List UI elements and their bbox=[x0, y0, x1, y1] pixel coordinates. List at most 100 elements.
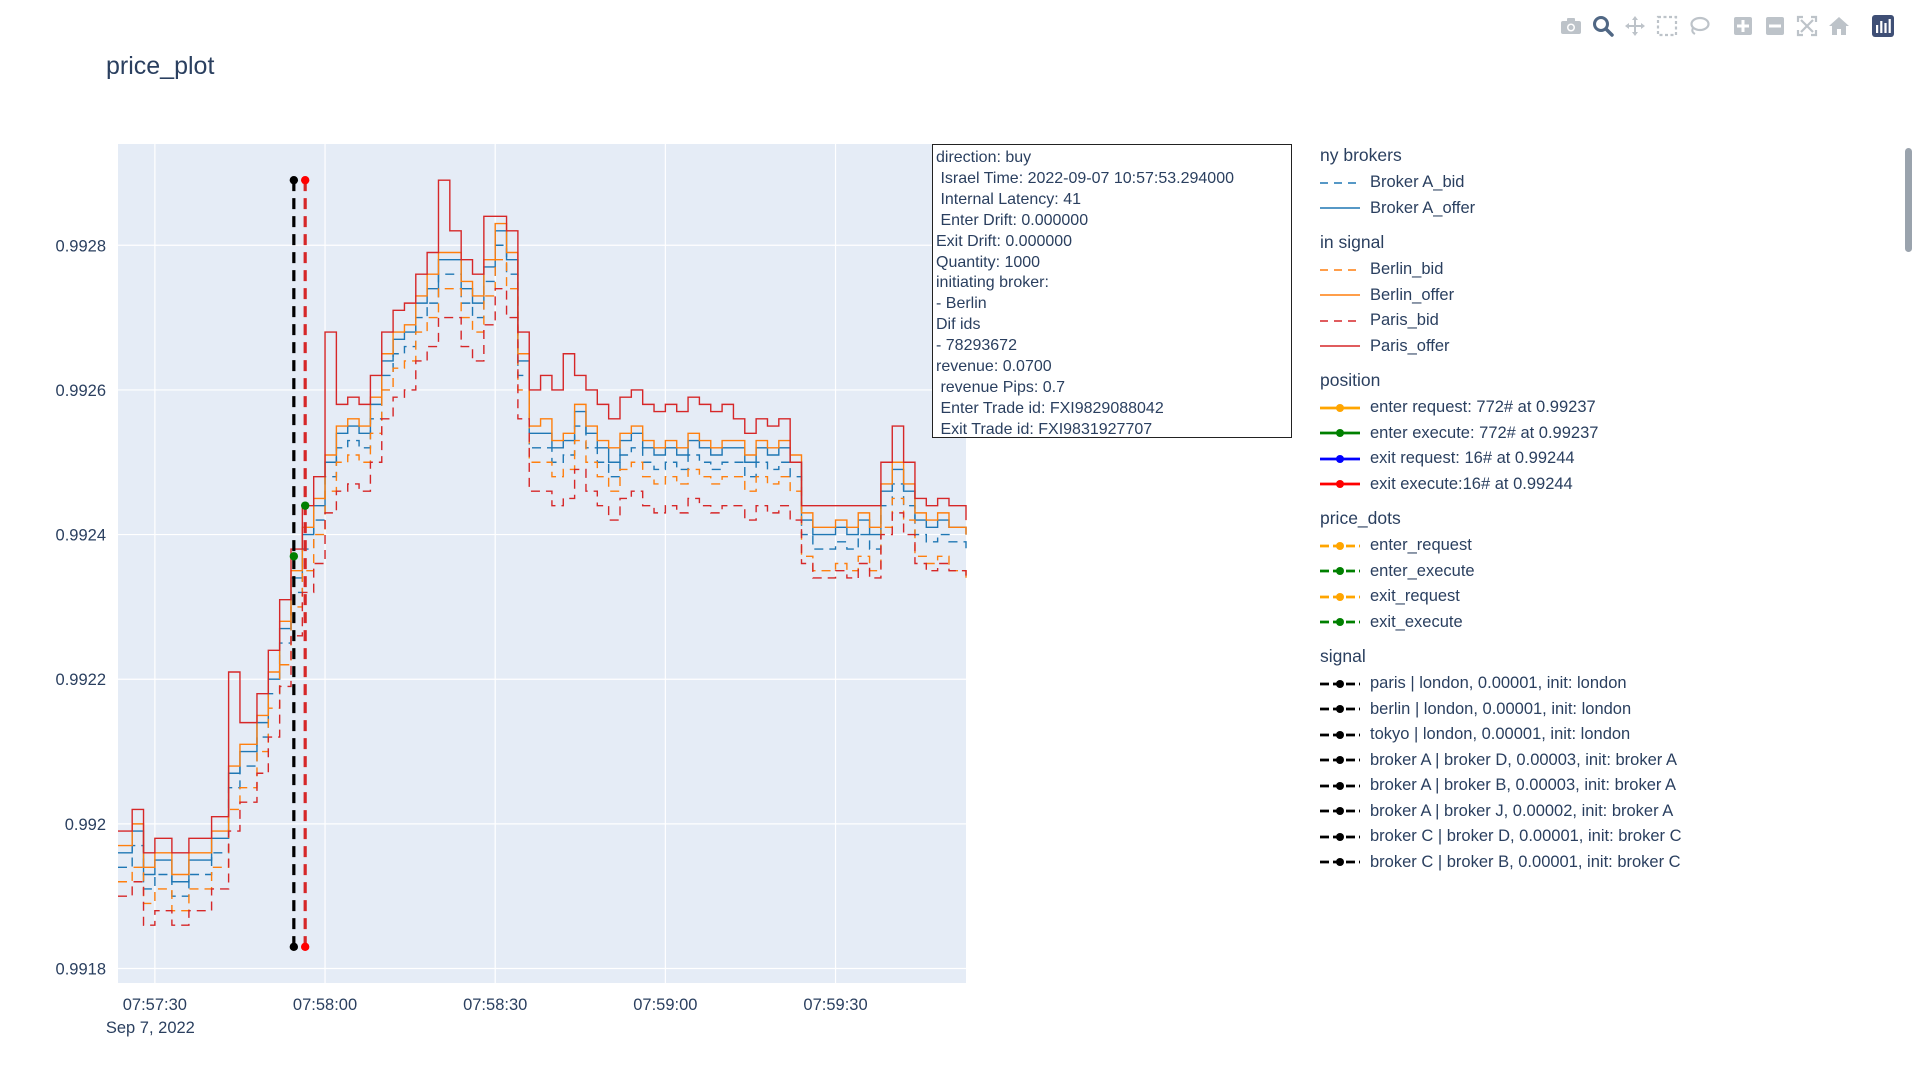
legend-item-label: exit execute:16# at 0.99244 bbox=[1370, 474, 1573, 493]
hover-tooltip: direction: buy Israel Time: 2022-09-07 1… bbox=[932, 144, 1292, 438]
camera-icon[interactable] bbox=[1555, 12, 1587, 40]
legend-item[interactable]: enter request: 772# at 0.99237 bbox=[1320, 395, 1840, 421]
legend-item[interactable]: Paris_bid bbox=[1320, 308, 1840, 334]
legend-symbol bbox=[1320, 403, 1360, 412]
legend-item[interactable]: broker C | broker B, 0.00001, init: brok… bbox=[1320, 850, 1840, 876]
legend-symbol bbox=[1320, 592, 1360, 601]
legend-item[interactable]: broker A | broker B, 0.00003, init: brok… bbox=[1320, 773, 1840, 799]
lasso-icon[interactable] bbox=[1683, 12, 1715, 40]
zoom-in-icon[interactable] bbox=[1727, 12, 1759, 40]
legend-symbol bbox=[1320, 294, 1360, 297]
legend-item-label: exit_execute bbox=[1370, 612, 1463, 631]
x-tick-label: 07:59:30 bbox=[803, 996, 867, 1014]
legend-item[interactable]: Broker A_bid bbox=[1320, 170, 1840, 196]
legend-group-title: price_dots bbox=[1320, 508, 1401, 528]
legend-symbol bbox=[1320, 730, 1360, 739]
x-axis: 07:57:30 07:58:00 07:58:30 07:59:00 07:59:30… bbox=[106, 996, 868, 1037]
plot-area-background[interactable] bbox=[118, 144, 966, 983]
hover-line: revenue: 0.0700 bbox=[936, 358, 1052, 376]
plotly-logo-icon[interactable] bbox=[1867, 12, 1899, 40]
legend-item-label: Paris_offer bbox=[1370, 336, 1450, 355]
legend-item-label: enter execute: 772# at 0.99237 bbox=[1370, 423, 1599, 442]
legend-item[interactable]: enter execute: 772# at 0.99237 bbox=[1320, 421, 1840, 447]
legend-item[interactable]: Berlin_offer bbox=[1320, 283, 1840, 309]
legend-item-label: exit request: 16# at 0.99244 bbox=[1370, 449, 1575, 468]
hover-line: Enter Drift: 0.000000 bbox=[936, 211, 1089, 229]
hover-line: revenue Pips: 0.7 bbox=[936, 378, 1065, 396]
legend-symbol bbox=[1320, 807, 1360, 816]
trace-paris-bid bbox=[118, 287, 967, 926]
pan-icon[interactable] bbox=[1619, 12, 1651, 40]
legend-item[interactable]: exit request: 16# at 0.99244 bbox=[1320, 446, 1840, 472]
hover-line: Quantity: 1000 bbox=[936, 253, 1041, 271]
legend-symbol bbox=[1320, 480, 1360, 489]
box-select-icon[interactable] bbox=[1651, 12, 1683, 40]
legend-symbol bbox=[1320, 618, 1360, 627]
legend-item[interactable]: tokyo | london, 0.00001, init: london bbox=[1320, 722, 1840, 748]
legend-item[interactable]: paris | london, 0.00001, init: london bbox=[1320, 671, 1840, 697]
legend-marker bbox=[1336, 480, 1344, 489]
legend-marker bbox=[1336, 454, 1344, 463]
x-tick-label: 07:59:00 bbox=[633, 996, 697, 1014]
legend-item[interactable]: broker A | broker J, 0.00002, init: brok… bbox=[1320, 799, 1840, 825]
dot-signal-top bbox=[289, 175, 299, 185]
legend-item-label: enter request: 772# at 0.99237 bbox=[1370, 398, 1596, 417]
legend-item-label: broker A | broker B, 0.00003, init: brok… bbox=[1370, 776, 1677, 795]
legend-symbol bbox=[1320, 454, 1360, 463]
autoscale-icon[interactable] bbox=[1791, 12, 1823, 40]
legend-item[interactable]: exit_request bbox=[1320, 584, 1840, 610]
hover-line: - Berlin bbox=[936, 295, 987, 313]
chart-title: price_plot bbox=[106, 52, 215, 80]
trace-berlin-bid bbox=[118, 259, 967, 912]
legend-marker bbox=[1336, 403, 1344, 412]
x-date-label: Sep 7, 2022 bbox=[106, 1019, 195, 1037]
y-axis: 0.9918 0.992 0.9922 0.9924 0.9926 0.9928 bbox=[56, 237, 106, 978]
legend-marker bbox=[1336, 429, 1344, 438]
legend-item[interactable]: Broker A_offer bbox=[1320, 196, 1840, 222]
price-traces bbox=[118, 179, 967, 926]
legend-group-title: in signal bbox=[1320, 232, 1385, 252]
legend-symbol bbox=[1320, 541, 1360, 550]
legend-item[interactable]: enter_execute bbox=[1320, 559, 1840, 585]
legend-symbol bbox=[1320, 756, 1360, 765]
legend-marker bbox=[1336, 730, 1344, 739]
legend-item[interactable]: exit execute:16# at 0.99244 bbox=[1320, 472, 1840, 498]
zoom-icon[interactable] bbox=[1587, 12, 1619, 40]
hover-line: Internal Latency: 41 bbox=[936, 190, 1081, 208]
zoom-out-icon[interactable] bbox=[1759, 12, 1791, 40]
legend-item[interactable]: broker A | broker D, 0.00003, init: brok… bbox=[1320, 748, 1840, 774]
reset-icon[interactable] bbox=[1823, 12, 1855, 40]
legend-symbol bbox=[1320, 781, 1360, 790]
modebar bbox=[1555, 12, 1899, 40]
legend-scrollbar-thumb[interactable] bbox=[1905, 148, 1912, 252]
y-tick-label: 0.9926 bbox=[56, 382, 106, 400]
legend-item[interactable]: enter_request bbox=[1320, 533, 1840, 559]
legend-item[interactable]: berlin | london, 0.00001, init: london bbox=[1320, 697, 1840, 723]
y-tick-label: 0.9918 bbox=[56, 961, 106, 979]
legend-item[interactable]: broker C | broker D, 0.00001, init: brok… bbox=[1320, 824, 1840, 850]
legend-symbol bbox=[1320, 832, 1360, 841]
legend-group: ny brokers Broker A_bid Broker A_offer bbox=[1320, 140, 1840, 221]
legend-scrollbar-track[interactable] bbox=[1903, 140, 1914, 980]
legend-marker bbox=[1336, 679, 1344, 688]
legend-item[interactable]: exit_execute bbox=[1320, 610, 1840, 636]
legend-marker bbox=[1336, 807, 1344, 816]
legend-marker bbox=[1336, 567, 1344, 576]
hover-line: Dif ids bbox=[936, 316, 981, 334]
legend-item-label: broker A | broker J, 0.00002, init: brok… bbox=[1370, 801, 1674, 820]
legend-item-label: paris | london, 0.00001, init: london bbox=[1370, 674, 1627, 693]
legend-item-label: enter_execute bbox=[1370, 561, 1475, 580]
y-tick-label: 0.992 bbox=[65, 816, 106, 834]
legend-symbol bbox=[1320, 705, 1360, 714]
legend-item[interactable]: Berlin_bid bbox=[1320, 257, 1840, 283]
legend-item[interactable]: Paris_offer bbox=[1320, 334, 1840, 360]
legend-item-label: berlin | london, 0.00001, init: london bbox=[1370, 699, 1632, 718]
dot-exit-top bbox=[300, 175, 310, 185]
legend-item-label: exit_request bbox=[1370, 587, 1460, 606]
y-tick-label: 0.9922 bbox=[56, 671, 106, 689]
dot-signal-bottom bbox=[289, 942, 299, 952]
legend-group-title: position bbox=[1320, 370, 1381, 390]
legend-marker bbox=[1336, 781, 1344, 790]
